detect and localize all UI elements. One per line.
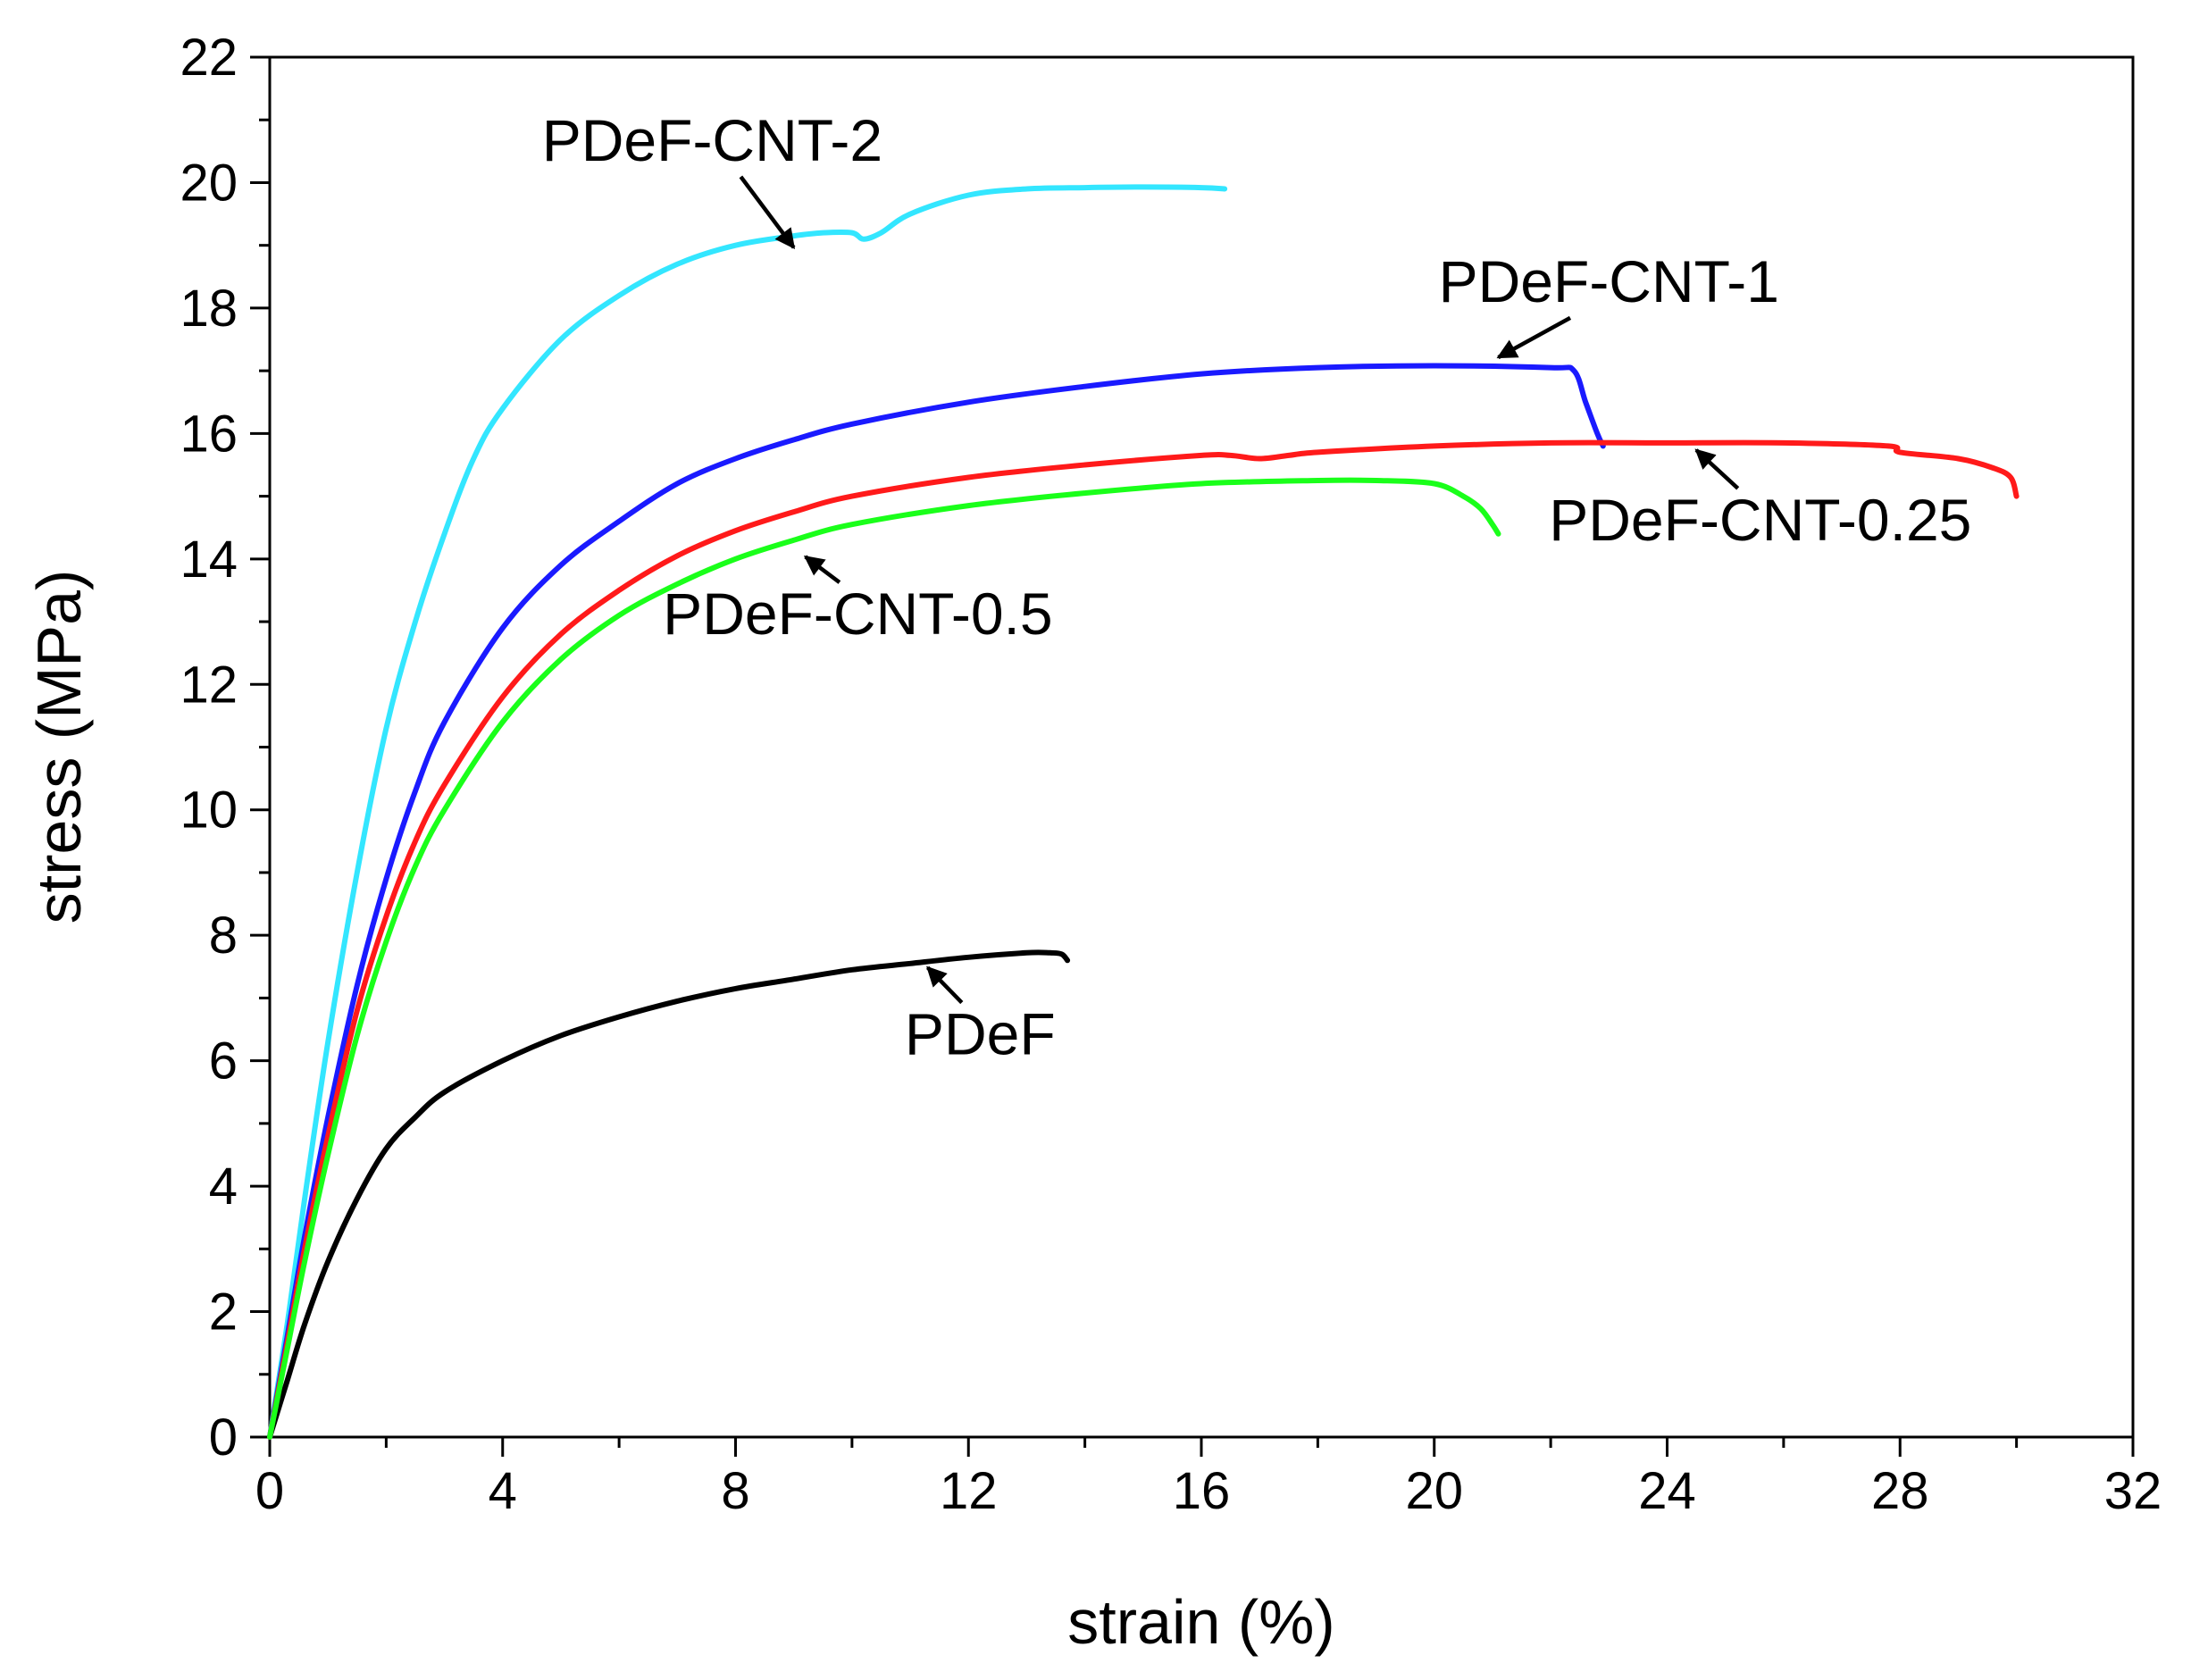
y-axis-ticks: 0 2 4 6 8 10 12 14 16 18 20 22 [180, 29, 270, 1467]
y-tick-label: 6 [209, 1032, 238, 1091]
annotation-label: PDeF-CNT-0.5 [663, 581, 1052, 647]
y-tick-label: 16 [180, 405, 238, 463]
annotation-arrow [803, 555, 841, 584]
y-tick-label: 4 [209, 1158, 238, 1216]
y-tick-label: 14 [180, 531, 238, 589]
y-tick-label: 2 [209, 1283, 238, 1341]
x-tick-label: 4 [489, 1462, 517, 1520]
y-tick-label: 20 [180, 154, 238, 212]
annotation-label: PDeF-CNT-2 [542, 107, 882, 173]
y-tick-label: 0 [209, 1408, 238, 1467]
x-tick-label: 24 [1638, 1462, 1696, 1520]
series-line-pdef-cnt-0-5 [267, 477, 1501, 1440]
y-tick-label: 8 [209, 907, 238, 965]
y-tick-label: 10 [180, 781, 238, 840]
y-axis-title: stress (MPa) [24, 570, 94, 924]
x-tick-label: 20 [1405, 1462, 1463, 1520]
annotation-arrow [1496, 315, 1572, 360]
annotation-label: PDeF [905, 1001, 1056, 1067]
y-tick-label: 18 [180, 280, 238, 338]
x-tick-label: 0 [255, 1462, 284, 1520]
annotation-arrow [739, 175, 796, 250]
x-tick-label: 8 [721, 1462, 749, 1520]
annotation-label: PDeF-CNT-0.25 [1549, 487, 1971, 553]
annotation-arrow [1694, 448, 1740, 490]
x-axis-title: strain (%) [1067, 1587, 1334, 1657]
y-tick-label: 12 [180, 656, 238, 714]
series-lines [267, 184, 2020, 1440]
x-tick-label: 32 [2104, 1462, 2162, 1520]
y-tick-label: 22 [180, 29, 238, 87]
plot-area [268, 55, 2135, 1439]
annotations: PDeF-CNT-2 PDeF-CNT-1 PDeF-CNT-0.25 PDeF-CN… [542, 107, 1972, 1067]
series-line-pdef [267, 949, 1071, 1440]
x-axis-ticks: 0 4 8 12 16 20 24 28 32 [255, 1437, 2162, 1520]
annotation-label: PDeF-CNT-1 [1439, 248, 1779, 314]
x-tick-label: 16 [1173, 1462, 1231, 1520]
series-line-pdef-cnt-2 [267, 184, 1228, 1440]
series-line-pdef-cnt-0-25 [267, 439, 2020, 1440]
series-line-pdef-cnt-1 [267, 363, 1606, 1440]
annotation-arrow [925, 965, 964, 1005]
x-tick-label: 12 [940, 1462, 998, 1520]
x-tick-label: 28 [1871, 1462, 1929, 1520]
